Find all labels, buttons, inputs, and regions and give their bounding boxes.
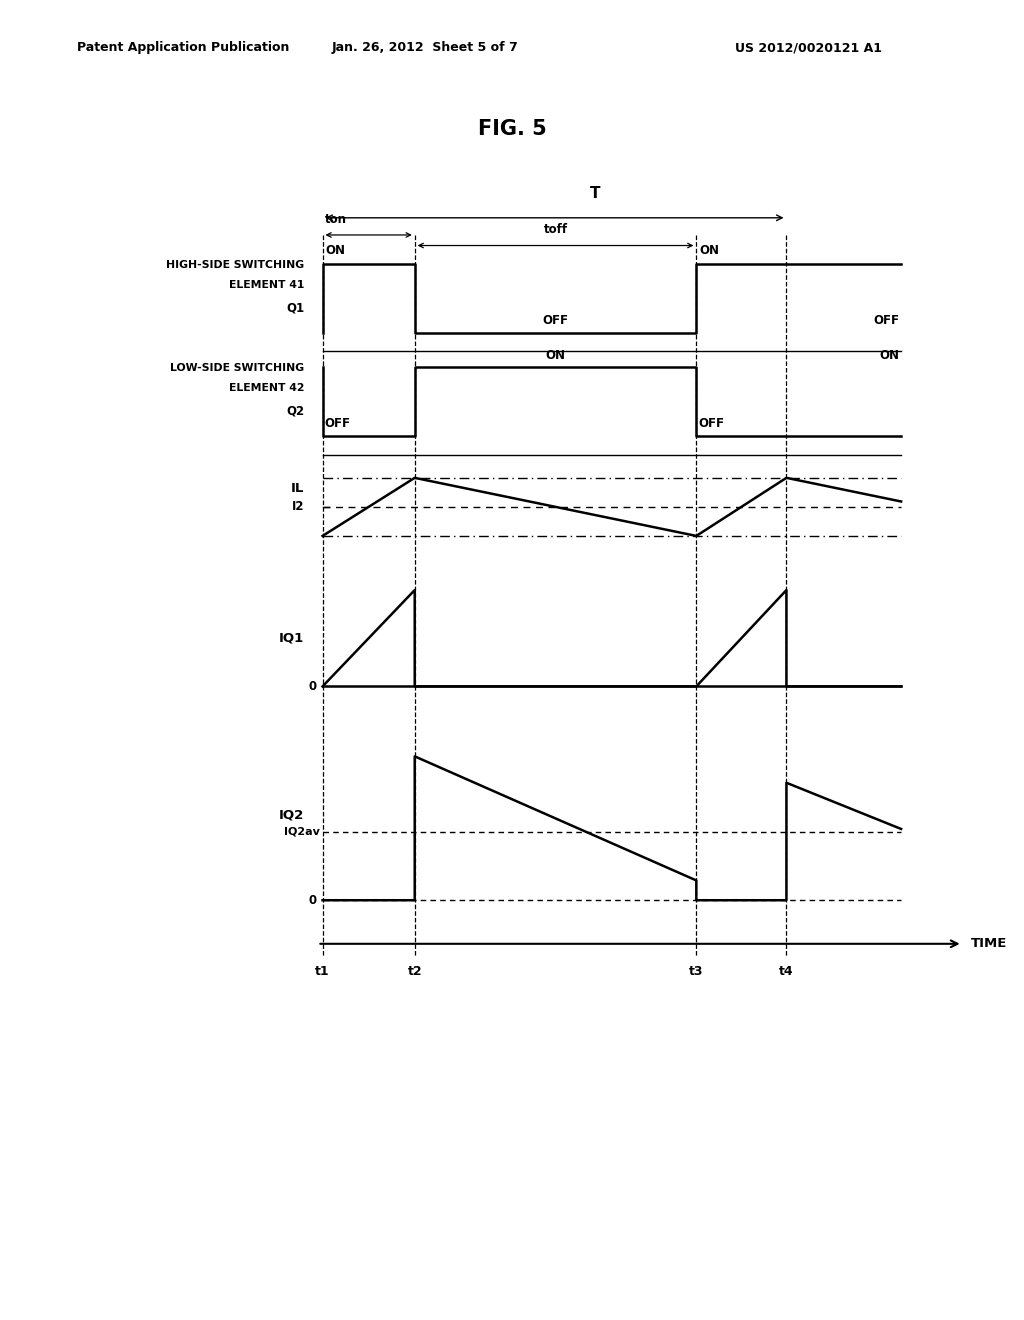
Text: ON: ON [546,348,565,362]
Text: Jan. 26, 2012  Sheet 5 of 7: Jan. 26, 2012 Sheet 5 of 7 [332,41,518,54]
Text: t1: t1 [315,965,330,978]
Text: T: T [590,186,601,201]
Text: 0: 0 [308,680,316,693]
Text: LOW-SIDE SWITCHING: LOW-SIDE SWITCHING [170,363,304,374]
Text: Q1: Q1 [286,301,304,314]
Text: OFF: OFF [873,314,899,327]
Text: IQ1: IQ1 [279,632,304,644]
Text: ON: ON [699,244,720,257]
Text: ELEMENT 42: ELEMENT 42 [228,383,304,393]
Text: Q2: Q2 [286,404,304,417]
Text: t4: t4 [779,965,794,978]
Text: I2: I2 [292,500,304,513]
Text: t2: t2 [408,965,422,978]
Text: IQ2: IQ2 [279,809,304,821]
Text: FIG. 5: FIG. 5 [477,119,547,140]
Text: HIGH-SIDE SWITCHING: HIGH-SIDE SWITCHING [166,260,304,271]
Text: OFF: OFF [543,314,568,327]
Text: OFF: OFF [325,417,350,430]
Text: toff: toff [544,223,567,236]
Text: IL: IL [291,482,304,495]
Text: t3: t3 [689,965,703,978]
Text: US 2012/0020121 A1: US 2012/0020121 A1 [735,41,883,54]
Text: OFF: OFF [698,417,724,430]
Text: Patent Application Publication: Patent Application Publication [77,41,289,54]
Text: ON: ON [879,348,899,362]
Text: TIME: TIME [971,937,1008,950]
Text: IQ2av: IQ2av [284,826,319,837]
Text: ton: ton [325,213,346,226]
Text: 0: 0 [308,894,316,907]
Text: ELEMENT 41: ELEMENT 41 [228,280,304,290]
Text: ON: ON [326,244,346,257]
